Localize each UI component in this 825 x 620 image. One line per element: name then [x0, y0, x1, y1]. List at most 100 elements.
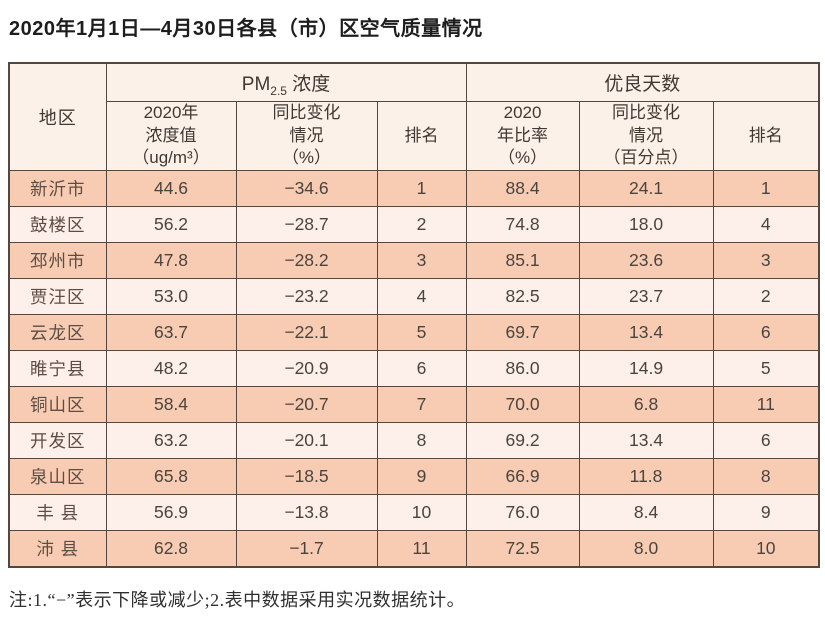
value-cell: 10	[376, 494, 467, 531]
region-cell: 铜山区	[8, 386, 107, 423]
value-cell: 4	[376, 278, 467, 315]
value-cell: 70.0	[465, 386, 580, 423]
value-cell: 14.9	[578, 350, 714, 387]
value-cell: 88.4	[465, 170, 580, 207]
air-quality-table: 地区 PM2.5 浓度 优良天数 2020年 浓度值 （ug/m³） 同比变化 情…	[8, 62, 821, 568]
col-subheader-1: 同比变化 情况 （%）	[235, 101, 378, 171]
value-cell: 47.8	[105, 242, 237, 279]
value-cell: 62.8	[105, 530, 237, 568]
value-cell: 53.0	[105, 278, 237, 315]
region-cell: 开发区	[8, 422, 107, 459]
value-cell: 85.1	[465, 242, 580, 279]
value-cell: 44.6	[105, 170, 237, 207]
table-row: 沛 县 62.8 −1.7 11 72.5 8.0 10	[8, 530, 820, 568]
pm-subscript: 2.5	[270, 83, 287, 98]
page-title: 2020年1月1日—4月30日各县（市）区空气质量情况	[9, 18, 483, 40]
value-cell: −18.5	[235, 458, 378, 495]
table-row: 新沂市 44.6 −34.6 1 88.4 24.1 1	[8, 170, 820, 207]
col-subheader-4: 同比变化 情况 （百分点）	[578, 101, 714, 171]
value-cell: −23.2	[235, 278, 378, 315]
value-cell: 23.6	[578, 242, 714, 279]
value-cell: 3	[376, 242, 467, 279]
region-cell: 贾汪区	[8, 278, 107, 315]
value-cell: 63.7	[105, 314, 237, 351]
value-cell: 58.4	[105, 386, 237, 423]
value-cell: 66.9	[465, 458, 580, 495]
table-row: 邳州市 47.8 −28.2 3 85.1 23.6 3	[8, 242, 820, 279]
region-cell: 泉山区	[8, 458, 107, 495]
value-cell: 76.0	[465, 494, 580, 531]
col-group-pm25: PM2.5 浓度	[105, 62, 467, 102]
table-row: 睢宁县 48.2 −20.9 6 86.0 14.9 5	[8, 350, 820, 387]
col-subheader-3: 2020 年比率 （%）	[465, 101, 580, 171]
pm-suffix: 浓度	[286, 74, 331, 95]
col-subheader-2: 排名	[376, 101, 467, 171]
region-cell: 沛 县	[8, 530, 107, 568]
region-cell: 睢宁县	[8, 350, 107, 387]
value-cell: 8	[376, 422, 467, 459]
value-cell: 13.4	[578, 314, 714, 351]
value-cell: 5	[712, 350, 820, 387]
value-cell: 8	[712, 458, 820, 495]
value-cell: 8.0	[578, 530, 714, 568]
value-cell: 5	[376, 314, 467, 351]
value-cell: 56.9	[105, 494, 237, 531]
value-cell: 69.7	[465, 314, 580, 351]
value-cell: 13.4	[578, 422, 714, 459]
value-cell: 2	[376, 206, 467, 243]
table-row: 云龙区 63.7 −22.1 5 69.7 13.4 6	[8, 314, 820, 351]
value-cell: 74.8	[465, 206, 580, 243]
region-cell: 邳州市	[8, 242, 107, 279]
value-cell: 9	[712, 494, 820, 531]
value-cell: 4	[712, 206, 820, 243]
footnote: 注:1.“−”表示下降或减少;2.表中数据采用实况数据统计。	[9, 590, 466, 610]
table-body: 新沂市 44.6 −34.6 1 88.4 24.1 1 鼓楼区 56.2 −28.7 2 74.8 1…	[8, 170, 820, 568]
value-cell: −20.1	[235, 422, 378, 459]
value-cell: 6	[712, 314, 820, 351]
col-subheader-0: 2020年 浓度值 （ug/m³）	[105, 101, 237, 171]
value-cell: 11.8	[578, 458, 714, 495]
value-cell: 11	[712, 386, 820, 423]
value-cell: 6	[712, 422, 820, 459]
header-sub-row: 2020年 浓度值 （ug/m³） 同比变化 情况 （%） 排名 2020 年比率 （…	[9, 101, 820, 171]
value-cell: −28.2	[235, 242, 378, 279]
value-cell: −34.6	[235, 170, 378, 207]
table-row: 丰 县 56.9 −13.8 10 76.0 8.4 9	[8, 494, 820, 531]
value-cell: 82.5	[465, 278, 580, 315]
table-row: 贾汪区 53.0 −23.2 4 82.5 23.7 2	[8, 278, 820, 315]
value-cell: −13.8	[235, 494, 378, 531]
col-subheader-5: 排名	[712, 101, 820, 171]
value-cell: 24.1	[578, 170, 714, 207]
value-cell: 69.2	[465, 422, 580, 459]
region-cell: 丰 县	[8, 494, 107, 531]
value-cell: 56.2	[105, 206, 237, 243]
pm25-concentration-label: PM2.5 浓度	[242, 74, 331, 98]
value-cell: −22.1	[235, 314, 378, 351]
value-cell: 1	[376, 170, 467, 207]
value-cell: −28.7	[235, 206, 378, 243]
value-cell: 6.8	[578, 386, 714, 423]
table-row: 铜山区 58.4 −20.7 7 70.0 6.8 11	[8, 386, 820, 423]
value-cell: 1	[712, 170, 820, 207]
table-row: 泉山区 65.8 −18.5 9 66.9 11.8 8	[8, 458, 820, 495]
table-row: 鼓楼区 56.2 −28.7 2 74.8 18.0 4	[8, 206, 820, 243]
value-cell: 63.2	[105, 422, 237, 459]
value-cell: 18.0	[578, 206, 714, 243]
region-cell: 新沂市	[8, 170, 107, 207]
value-cell: 7	[376, 386, 467, 423]
header-group-row: 地区 PM2.5 浓度 优良天数	[8, 62, 820, 171]
value-cell: 11	[376, 530, 467, 568]
value-cell: 48.2	[105, 350, 237, 387]
value-cell: 6	[376, 350, 467, 387]
value-cell: 65.8	[105, 458, 237, 495]
col-group-good-days: 优良天数	[465, 62, 820, 102]
value-cell: 9	[376, 458, 467, 495]
value-cell: −20.7	[235, 386, 378, 423]
value-cell: 86.0	[465, 350, 580, 387]
value-cell: 23.7	[578, 278, 714, 315]
value-cell: 3	[712, 242, 820, 279]
col-header-region: 地区	[8, 62, 107, 171]
value-cell: 72.5	[465, 530, 580, 568]
value-cell: 10	[712, 530, 820, 568]
